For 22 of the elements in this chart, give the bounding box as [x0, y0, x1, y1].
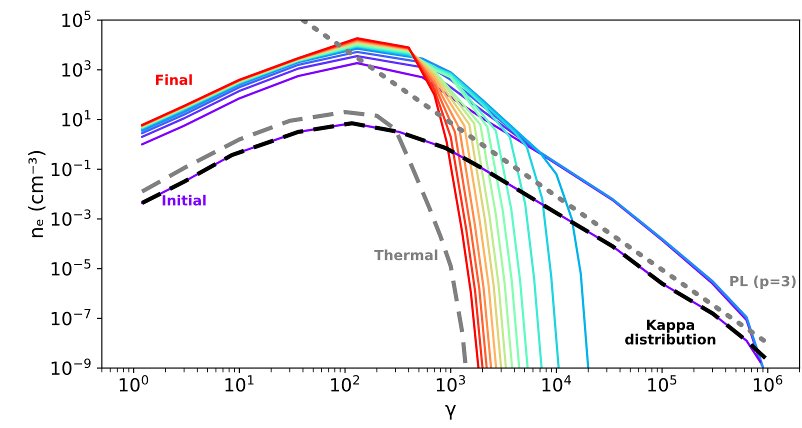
series-label: Initial [162, 194, 206, 206]
y-tick-label: 10$^{−1}$ [52, 160, 90, 176]
x-tick-label: 10$^{3}$ [436, 375, 466, 392]
x-tick-label: 10$^{2}$ [331, 375, 360, 392]
series-label: Final [156, 74, 192, 86]
y-tick-label: 10$^{1}$ [62, 110, 90, 127]
x-tick-label: 10$^{0}$ [120, 375, 148, 392]
y-tick-label: 10$^{−7}$ [52, 308, 90, 326]
y-tick-label: 10$^{−9}$ [52, 358, 91, 376]
y-tick-label: 10$^{−3}$ [52, 209, 90, 226]
x-tick-label: 10$^{6}$ [754, 375, 782, 392]
x-tick-label: 10$^{5}$ [648, 375, 676, 392]
x-axis-title: γ [445, 404, 456, 420]
x-tick-label: 10$^{4}$ [542, 375, 571, 392]
y-axis-title: nₑ (cm⁻³) [28, 151, 46, 238]
y-tick-label: 10$^{5}$ [62, 10, 90, 28]
series-label: Kappa distribution [625, 320, 716, 345]
y-tick-label: 10$^{−5}$ [52, 259, 90, 276]
series-label: Thermal [374, 250, 438, 260]
x-tick-label: 10$^{1}$ [225, 375, 254, 392]
y-tick-label: 10$^{3}$ [62, 60, 91, 77]
series-label: PL (p=3) [730, 276, 796, 290]
